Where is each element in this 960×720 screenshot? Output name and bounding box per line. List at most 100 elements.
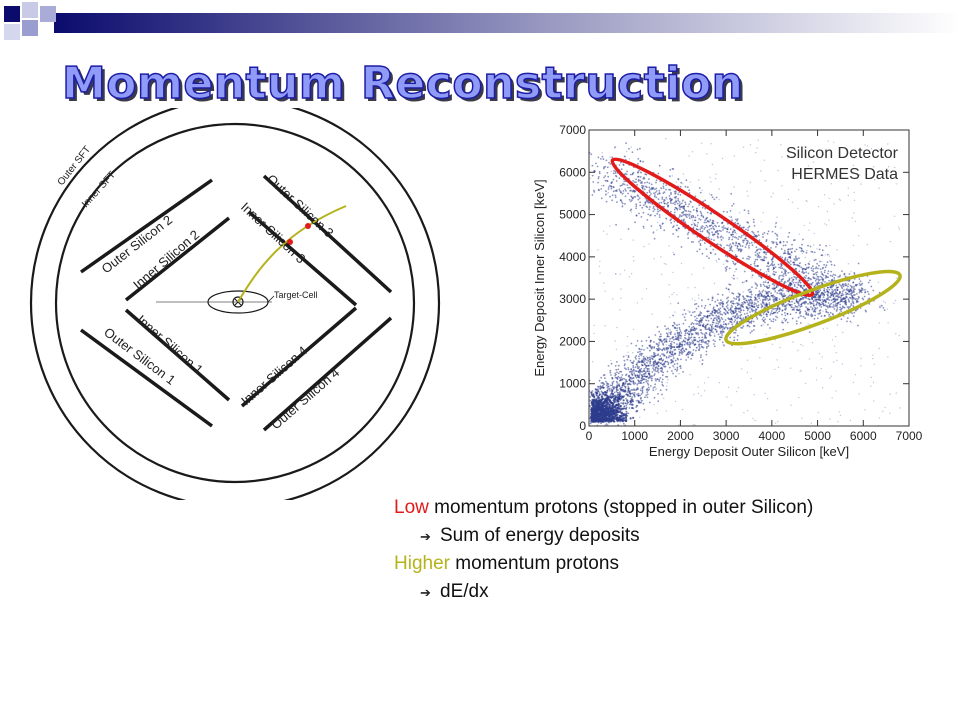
scatter-point [635,358,637,360]
scatter-point [742,239,744,242]
scatter-point [778,266,781,269]
scatter-point [700,319,703,322]
scatter-point [633,260,635,262]
scatter-point [668,366,671,369]
scatter-point [775,242,778,244]
scatter-point [621,417,625,420]
scatter-point [878,347,880,350]
scatter-point [851,299,854,301]
scatter-point [634,196,637,198]
scatter-point [665,196,668,199]
scatter-point [831,291,834,294]
scatter-point [819,299,822,302]
scatter-point [849,288,852,291]
scatter-point [634,370,637,372]
scatter-point [770,292,772,295]
scatter-point [836,324,839,326]
scatter-point [603,176,605,179]
scatter-point [764,304,767,307]
scatter-point [710,252,712,255]
scatter-point [618,188,621,191]
scatter-point [734,221,737,224]
scatter-point [816,291,819,294]
scatter-point [752,231,755,234]
scatter-point [810,267,813,269]
scatter-point [657,368,660,370]
scatter-point [713,198,716,201]
scatter-point [693,393,695,396]
scatter-point [616,376,618,379]
scatter-point [707,376,709,379]
scatter-point [736,302,738,304]
scatter-point [681,343,684,346]
scatter-point [753,302,756,304]
scatter-point [893,166,896,169]
scatter-point [638,357,641,360]
scatter-point [759,248,762,250]
scatter-point [750,320,752,323]
scatter-point [762,281,765,283]
scatter-point [787,157,789,159]
scatter-point [783,305,786,308]
scatter-point [853,212,855,214]
scatter-point [702,216,705,219]
scatter-point [744,316,747,319]
scatter-point [649,206,651,208]
scatter-point [610,187,613,190]
scatter-point [773,311,776,314]
scatter-point [840,318,843,321]
scatter-point [629,359,632,362]
scatter-point [819,268,822,270]
scatter-point [691,326,693,329]
scatter-point [820,368,822,370]
scatter-point [733,321,736,323]
scatter-point [899,407,901,409]
scatter-point [737,222,740,225]
scatter-point [851,322,853,324]
scatter-point [659,338,662,341]
scatter-point [782,273,785,275]
scatter-point [619,370,621,373]
scatter-point [821,276,823,279]
scatter-point [658,380,661,382]
scatter-point [641,390,644,393]
scatter-point [719,319,721,321]
scatter-point [796,309,798,312]
scatter-point [736,339,739,341]
scatter-point [868,303,871,305]
scatter-point [799,262,802,264]
scatter-point [765,240,768,243]
scatter-point [672,251,674,254]
scatter-point [760,221,762,223]
scatter-point [734,331,737,334]
scatter-point [607,188,610,190]
scatter-point [674,332,676,334]
scatter-point [806,200,808,203]
scatter-point [759,299,762,301]
scatter-point [842,331,844,334]
scatter-point [725,323,728,326]
scatter-point [740,250,742,253]
scatter-point [869,279,871,282]
scatter-point [866,145,869,147]
scatter-point [748,322,751,324]
scatter-point [860,357,862,360]
scatter-point [679,203,681,206]
scatter-point [689,373,691,376]
scatter-point [617,368,620,371]
scatter-point [796,276,798,279]
scatter-point [698,313,701,315]
scatter-point [848,273,851,275]
scatter-point [688,341,691,344]
scatter-point [635,370,637,372]
scatter-point [607,192,610,194]
scatter-point [675,207,678,209]
scatter-point [606,386,609,389]
scatter-point [833,203,835,205]
scatter-point [677,302,680,304]
scatter-point [787,251,789,254]
scatter-point [660,357,663,360]
scatter-point [776,316,779,319]
scatter-point [722,320,725,323]
scatter-point [726,255,729,258]
